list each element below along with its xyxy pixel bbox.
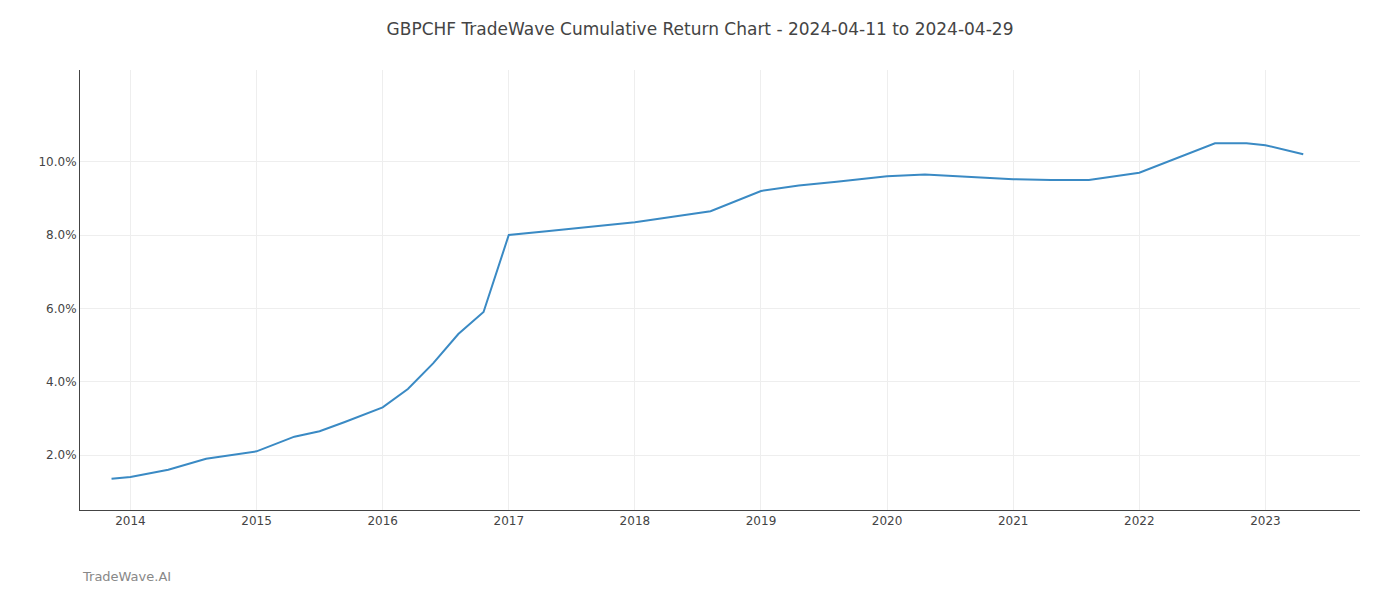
svg-text:2017: 2017 xyxy=(493,514,524,528)
svg-text:4.0%: 4.0% xyxy=(46,375,77,389)
svg-text:2022: 2022 xyxy=(1124,514,1155,528)
svg-text:2015: 2015 xyxy=(241,514,272,528)
svg-text:GBPCHF TradeWave Cumulative Re: GBPCHF TradeWave Cumulative Return Chart… xyxy=(387,19,1014,39)
svg-text:8.0%: 8.0% xyxy=(46,228,77,242)
svg-text:2016: 2016 xyxy=(367,514,398,528)
svg-text:6.0%: 6.0% xyxy=(46,302,77,316)
svg-text:2018: 2018 xyxy=(620,514,651,528)
svg-text:10.0%: 10.0% xyxy=(38,155,76,169)
svg-text:2014: 2014 xyxy=(115,514,146,528)
svg-text:TradeWave.AI: TradeWave.AI xyxy=(82,569,171,584)
svg-text:2.0%: 2.0% xyxy=(46,448,77,462)
svg-text:2020: 2020 xyxy=(872,514,903,528)
svg-text:2023: 2023 xyxy=(1250,514,1281,528)
svg-text:2021: 2021 xyxy=(998,514,1029,528)
svg-text:2019: 2019 xyxy=(746,514,777,528)
